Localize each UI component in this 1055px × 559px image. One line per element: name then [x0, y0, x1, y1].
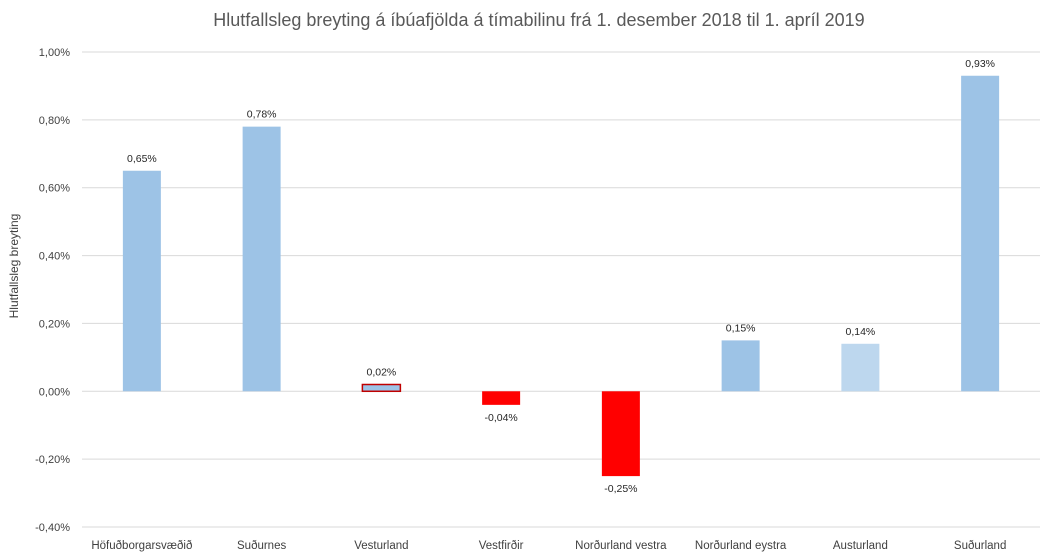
bar [721, 340, 760, 392]
category-label: Norðurland eystra [695, 540, 787, 552]
category-label: Norðurland vestra [575, 540, 667, 552]
bar [122, 170, 161, 392]
data-labels: 0,65% 0,78% 0,02% -0,04% -0,25% 0,15% 0,14% 0,9… [127, 58, 995, 495]
bar [482, 391, 521, 405]
gridlines [82, 51, 1040, 528]
y-tick-label: 1,00% [39, 47, 70, 59]
data-label: 0,78% [247, 109, 277, 121]
y-tick-label: 0,20% [39, 318, 70, 330]
y-tick-label: 0,00% [39, 386, 70, 398]
chart-title: Hlutfallsleg breyting á íbúafjölda á tím… [213, 10, 864, 30]
data-label: 0,02% [366, 367, 396, 379]
data-label: 0,65% [127, 153, 157, 165]
category-label: Vesturland [354, 540, 408, 552]
bar [361, 383, 402, 393]
bar [601, 391, 640, 477]
y-axis-ticks: -0,40% -0,20% 0,00% 0,20% 0,40% 0,60% 0,80% 1,0… [35, 47, 70, 534]
y-axis-label: Hlutfallsleg breyting [7, 214, 21, 319]
y-tick-label: 0,80% [39, 115, 70, 127]
x-axis-categories: Höfuðborgarsvæðið Suðurnes Vesturland Vestf… [91, 540, 1006, 552]
data-label: 0,14% [845, 326, 875, 338]
y-tick-label: 0,40% [39, 251, 70, 263]
category-label: Austurland [833, 540, 888, 552]
bars [122, 75, 1000, 477]
y-tick-label: 0,60% [39, 183, 70, 195]
data-label: 0,93% [965, 58, 995, 70]
data-label: -0,25% [604, 483, 637, 495]
category-label: Suðurland [954, 540, 1006, 552]
bar [242, 126, 281, 392]
data-label: 0,15% [726, 322, 756, 334]
bar [961, 75, 1000, 392]
y-tick-label: -0,20% [35, 454, 70, 466]
category-label: Höfuðborgarsvæðið [91, 540, 192, 552]
data-label: -0,04% [484, 412, 517, 424]
category-label: Vestfirðir [479, 540, 524, 552]
bar [841, 343, 880, 392]
category-label: Suðurnes [237, 540, 286, 552]
y-tick-label: -0,40% [35, 522, 70, 534]
